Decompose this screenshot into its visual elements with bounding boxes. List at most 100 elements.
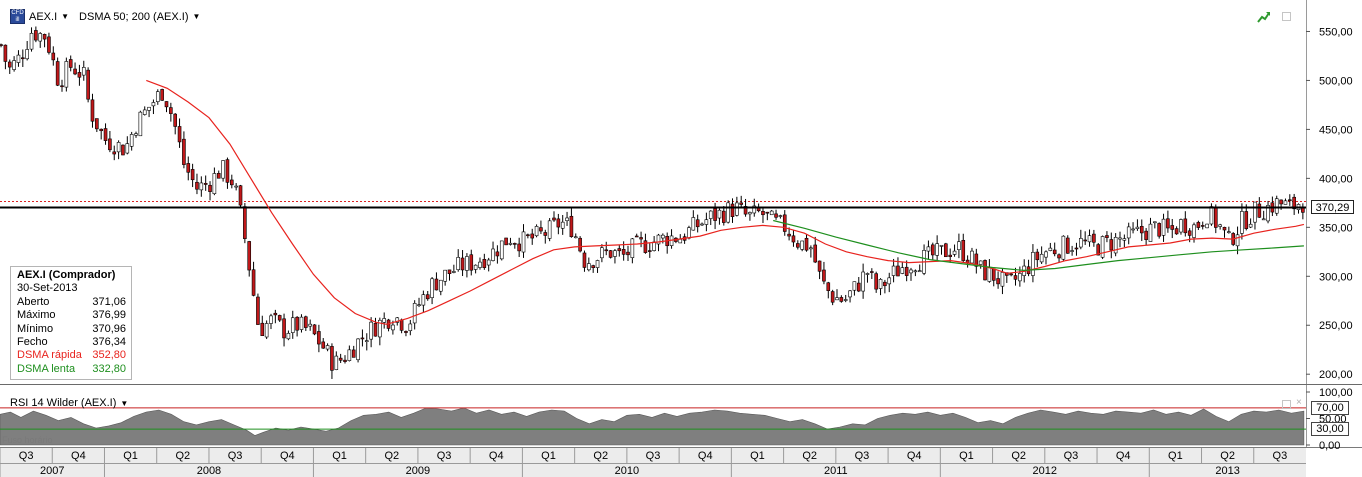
candle	[883, 281, 887, 287]
candle	[465, 256, 469, 271]
data-window-value: 332,80	[92, 362, 126, 375]
candle	[835, 297, 839, 301]
green-trend-arrow-icon[interactable]	[1257, 10, 1271, 24]
candle	[1148, 223, 1153, 242]
candle	[700, 223, 704, 226]
candle	[582, 252, 587, 268]
candle	[86, 69, 90, 100]
candle	[81, 67, 86, 76]
candle	[595, 260, 600, 268]
quarter-label: Q4	[280, 450, 295, 462]
candle	[909, 269, 913, 274]
candle	[42, 34, 47, 40]
dsma-fast-line	[146, 79, 1305, 325]
y-tick-label: 500,00	[1319, 75, 1353, 87]
candle	[38, 33, 43, 42]
candle	[395, 317, 400, 323]
candle	[996, 278, 1000, 285]
candle	[617, 248, 622, 252]
candle	[317, 331, 321, 345]
candle	[134, 133, 138, 136]
candle	[221, 160, 225, 179]
candle	[765, 211, 770, 214]
candle	[1153, 221, 1157, 224]
y-tick-label: 450,00	[1319, 124, 1353, 136]
candle	[269, 315, 273, 324]
candle	[334, 355, 339, 370]
candle	[1074, 247, 1079, 250]
candle	[325, 345, 330, 350]
candle	[1044, 251, 1048, 258]
quarter-label: Q4	[71, 450, 86, 462]
candle	[1057, 254, 1061, 259]
candle	[55, 61, 60, 86]
candle	[952, 250, 957, 255]
candle	[473, 264, 478, 270]
symbol-selector[interactable]: AEX.I ▼	[29, 11, 69, 23]
candle	[3, 44, 8, 62]
candle	[186, 163, 191, 173]
candle	[1109, 239, 1114, 251]
candle	[1009, 273, 1013, 276]
candle	[813, 244, 818, 263]
candle	[277, 315, 282, 321]
candle	[817, 260, 822, 272]
candle	[913, 270, 918, 273]
data-window-row: Aberto 371,06	[17, 296, 126, 309]
close-icon[interactable]: ×	[1296, 397, 1302, 408]
window-restore-icon[interactable]	[1282, 12, 1291, 21]
candle	[539, 227, 543, 232]
candle	[373, 322, 378, 337]
candle	[1266, 205, 1270, 222]
candle	[60, 85, 64, 88]
candle	[1061, 235, 1066, 260]
candle	[852, 281, 857, 291]
candle	[600, 247, 604, 259]
candle	[643, 240, 648, 253]
candle	[865, 273, 870, 275]
candle	[726, 202, 730, 223]
candle	[1179, 219, 1183, 233]
candle	[16, 54, 21, 63]
candle	[1240, 211, 1244, 234]
candle	[95, 118, 99, 130]
candle	[378, 319, 382, 338]
data-window-label: DSMA lenta	[17, 362, 76, 375]
data-window-value: 352,80	[92, 349, 126, 362]
rsi-selector[interactable]: RSI 14 Wilder (AEX.I) ▼	[10, 397, 128, 409]
candle	[743, 206, 748, 215]
data-window-value: 370,96	[92, 322, 126, 335]
data-window-value: 371,06	[92, 295, 126, 308]
candle	[1288, 199, 1292, 202]
candle	[212, 173, 217, 194]
quarter-label: Q3	[228, 450, 243, 462]
candle	[957, 241, 961, 251]
candle	[504, 237, 508, 246]
candle	[1248, 223, 1253, 228]
candle	[129, 134, 134, 147]
time-axis-bg	[0, 448, 1306, 477]
candle	[695, 219, 700, 228]
year-label: 2008	[197, 465, 221, 477]
candle	[1122, 238, 1127, 241]
candle	[399, 319, 404, 331]
candle	[774, 213, 778, 218]
candle	[29, 32, 34, 50]
cfd-chart-icon[interactable]: CFD ill	[10, 9, 25, 24]
candle	[469, 254, 474, 271]
candle	[364, 340, 369, 342]
candle	[948, 254, 952, 257]
study-selector[interactable]: DSMA 50; 200 (AEX.I) ▼	[79, 11, 200, 23]
candle	[874, 273, 878, 290]
candle	[77, 72, 82, 78]
candle	[478, 261, 482, 268]
candle	[256, 296, 260, 325]
candle	[543, 232, 548, 236]
candle	[195, 181, 199, 190]
y-tick-label: 300,00	[1319, 271, 1353, 283]
candle	[1183, 218, 1188, 234]
candle	[1031, 251, 1035, 276]
candle	[452, 271, 456, 273]
rsi-restore-icon[interactable]	[1282, 400, 1291, 409]
